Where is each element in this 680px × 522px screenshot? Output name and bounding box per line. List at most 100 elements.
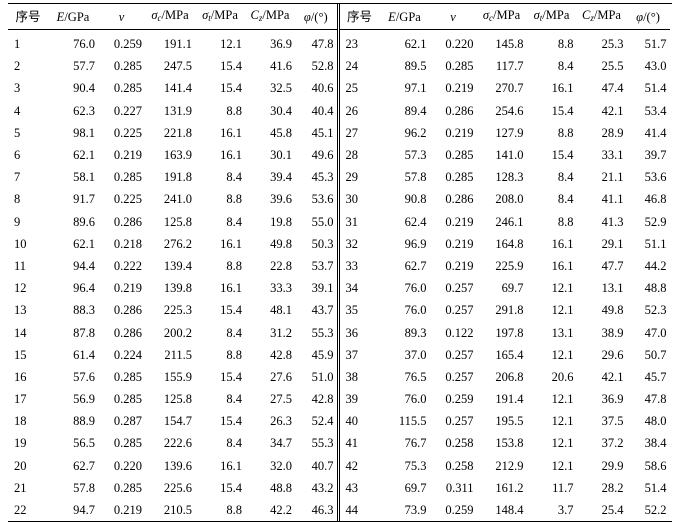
cell-poisson-ratio: 0.227 — [113, 103, 142, 118]
cell-friction-angle: 55.3 — [311, 325, 334, 340]
cell-friction-angle: 40.7 — [311, 458, 334, 473]
cell-cohesion: 47.7 — [601, 258, 624, 273]
cell-elastic-modulus: 76.5 — [404, 369, 427, 384]
cell-poisson-ratio: 0.259 — [445, 503, 474, 518]
cell-friction-angle: 38.4 — [644, 436, 667, 451]
cell-poisson-ratio: 0.257 — [445, 303, 474, 318]
cell-tensile-strength: 8.4 — [557, 192, 574, 207]
cell-friction-angle: 51.4 — [644, 480, 667, 495]
cell-poisson-ratio: 0.219 — [445, 214, 474, 229]
header-elastic-modulus: E/GPa — [48, 4, 98, 30]
table-row: 44 73.9 0.259 148.4 3.7 25.4 52.2 — [340, 499, 670, 521]
cell-compressive-strength: 141.4 — [163, 81, 192, 96]
cell-elastic-modulus: 87.8 — [73, 325, 95, 340]
cell-tensile-strength: 11.7 — [552, 480, 574, 495]
cell-cohesion: 42.8 — [270, 347, 292, 362]
cell-friction-angle: 51.4 — [644, 81, 667, 96]
cell-cohesion: 48.1 — [270, 303, 292, 318]
cell-sample-id: 14 — [14, 325, 27, 340]
cell-sample-id: 27 — [345, 125, 359, 140]
table-row: 5 98.1 0.225 221.8 16.1 45.8 45.1 — [8, 122, 338, 144]
cell-cohesion: 32.5 — [270, 81, 292, 96]
cell-compressive-strength: 291.8 — [495, 303, 524, 318]
cell-sample-id: 5 — [14, 125, 21, 140]
cell-elastic-modulus: 90.8 — [404, 192, 427, 207]
cell-sample-id: 36 — [345, 325, 359, 340]
table-row: 4 62.3 0.227 131.9 8.8 30.4 40.4 — [8, 100, 338, 122]
cell-compressive-strength: 161.2 — [495, 480, 524, 495]
cell-elastic-modulus: 98.1 — [73, 125, 95, 140]
cell-sample-id: 35 — [345, 303, 359, 318]
cell-elastic-modulus: 57.6 — [73, 369, 95, 384]
right-half-table: 序号 E/GPa ν σc/MPa σt/MPa Cz/MPa φ/(°) 23 62.1 0.… — [339, 4, 670, 521]
cell-poisson-ratio: 0.286 — [113, 303, 142, 318]
cell-compressive-strength: 195.5 — [495, 414, 524, 429]
table-row: 13 88.3 0.286 225.3 15.4 48.1 43.7 — [8, 299, 338, 321]
cell-compressive-strength: 131.9 — [163, 103, 192, 118]
cell-cohesion: 25.3 — [601, 37, 624, 52]
cell-compressive-strength: 145.8 — [495, 37, 524, 52]
cell-sample-id: 24 — [345, 59, 359, 74]
cell-friction-angle: 44.2 — [644, 258, 667, 273]
header-poisson-ratio: ν — [429, 4, 477, 30]
cell-sample-id: 38 — [345, 369, 359, 384]
cell-friction-angle: 46.8 — [644, 192, 667, 207]
cell-elastic-modulus: 94.4 — [73, 258, 95, 273]
cell-sample-id: 3 — [14, 81, 21, 96]
cell-elastic-modulus: 57.8 — [404, 170, 427, 185]
cell-elastic-modulus: 115.5 — [398, 414, 427, 429]
cell-compressive-strength: 139.6 — [163, 458, 192, 473]
cell-elastic-modulus: 37.0 — [404, 347, 427, 362]
cell-sample-id: 33 — [345, 258, 359, 273]
cell-elastic-modulus: 73.9 — [404, 503, 427, 518]
cell-compressive-strength: 225.6 — [163, 480, 192, 495]
cell-tensile-strength: 12.1 — [220, 37, 242, 52]
cell-friction-angle: 55.0 — [311, 214, 334, 229]
cell-tensile-strength: 16.1 — [551, 81, 574, 96]
cell-compressive-strength: 241.0 — [163, 192, 192, 207]
cell-cohesion: 25.4 — [601, 503, 624, 518]
header-tensile-strength: σt/MPa — [526, 4, 577, 30]
cell-tensile-strength: 16.1 — [220, 281, 242, 296]
header-unit: /GPa — [64, 9, 90, 24]
header-unit: /MPa — [493, 8, 521, 22]
cell-poisson-ratio: 0.258 — [445, 436, 474, 451]
cell-friction-angle: 52.8 — [311, 59, 334, 74]
cell-compressive-strength: 153.8 — [495, 436, 524, 451]
cell-poisson-ratio: 0.285 — [113, 59, 142, 74]
header-symbol: ν — [118, 9, 125, 24]
cell-cohesion: 49.8 — [270, 236, 292, 251]
cell-compressive-strength: 276.2 — [163, 236, 192, 251]
cell-tensile-strength: 16.1 — [551, 236, 574, 251]
table-row: 12 96.4 0.219 139.8 16.1 33.3 39.1 — [8, 277, 338, 299]
cell-cohesion: 19.8 — [270, 214, 292, 229]
cell-friction-angle: 46.3 — [311, 503, 334, 518]
cell-tensile-strength: 8.4 — [226, 170, 242, 185]
cell-compressive-strength: 117.7 — [495, 59, 524, 74]
cell-elastic-modulus: 62.4 — [404, 214, 427, 229]
table-row: 38 76.5 0.257 206.8 20.6 42.1 45.7 — [340, 366, 670, 388]
cell-compressive-strength: 208.0 — [495, 192, 524, 207]
header-subscript: z — [258, 13, 263, 23]
cell-poisson-ratio: 0.225 — [113, 125, 142, 140]
cell-tensile-strength: 12.1 — [551, 303, 574, 318]
cell-cohesion: 30.1 — [270, 148, 292, 163]
cell-cohesion: 45.8 — [270, 125, 292, 140]
header-row: 序号 E/GPa ν σc/MPa σt/MPa Cz/MPa φ/(°) — [339, 4, 670, 30]
cell-elastic-modulus: 88.9 — [73, 414, 95, 429]
left-half-table: 序号 E/GPa ν σc/MPa σt/MPa Cz/MPa φ/(°) 1 76.0 0.2… — [8, 4, 340, 522]
cell-tensile-strength: 8.4 — [226, 392, 242, 407]
cell-tensile-strength: 15.4 — [220, 303, 242, 318]
cell-compressive-strength: 212.9 — [495, 458, 524, 473]
cell-tensile-strength: 8.4 — [226, 214, 242, 229]
cell-tensile-strength: 8.8 — [557, 214, 574, 229]
cell-sample-id: 30 — [345, 192, 359, 207]
data-table: 序号 E/GPa ν σc/MPa σt/MPa Cz/MPa φ/(°) 1 76.0 0.2… — [8, 3, 672, 522]
cell-tensile-strength: 16.1 — [551, 258, 574, 273]
cell-poisson-ratio: 0.218 — [113, 236, 142, 251]
cell-compressive-strength: 191.8 — [163, 170, 192, 185]
cell-tensile-strength: 15.4 — [551, 103, 574, 118]
header-symbol: C — [582, 8, 591, 22]
table-row: 29 57.8 0.285 128.3 8.4 21.1 53.6 — [340, 166, 670, 188]
cell-tensile-strength: 16.1 — [220, 458, 242, 473]
